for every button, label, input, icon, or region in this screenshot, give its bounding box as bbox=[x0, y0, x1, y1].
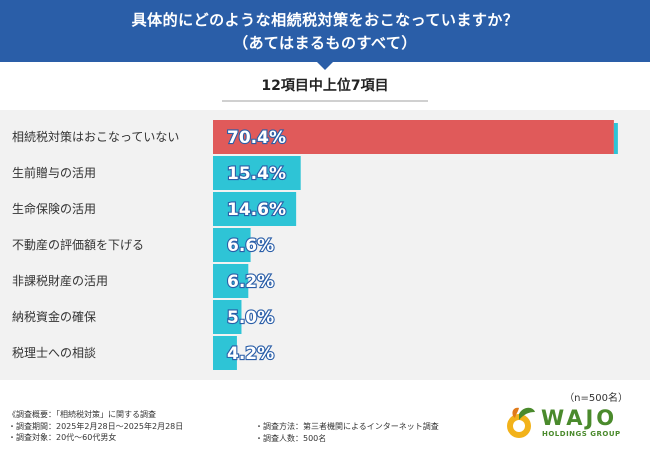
category-label: 相続税対策はおこなっていない bbox=[12, 130, 179, 144]
bar bbox=[213, 156, 301, 190]
survey-footer-left: 《調査概要：「相続税対策」に関する調査 ・調査期間：2025年2月28日～202… bbox=[8, 409, 183, 444]
value-label: 14.6% bbox=[227, 200, 286, 220]
category-label: 生命保険の活用 bbox=[12, 201, 96, 216]
subtitle-underline bbox=[222, 100, 428, 102]
bar bbox=[213, 336, 237, 370]
company-logo: WAJO HOLDINGS GROUP bbox=[505, 404, 635, 444]
survey-method: ・調査方法：第三者機関によるインターネット調査 bbox=[255, 422, 439, 431]
chart-background bbox=[0, 110, 650, 380]
banner-notch bbox=[316, 61, 334, 70]
category-label: 生前贈与の活用 bbox=[12, 165, 96, 180]
bar-edge-accent bbox=[613, 123, 618, 154]
value-label: 70.4% bbox=[227, 128, 286, 148]
title-line-1: 具体的にどのような相続税対策をおこなっていますか？ bbox=[131, 11, 519, 29]
category-label: 非課税財産の活用 bbox=[12, 273, 108, 288]
survey-target: ・調査対象：20代～60代男女 bbox=[8, 433, 117, 442]
bar bbox=[213, 228, 251, 262]
value-label: 6.2% bbox=[227, 272, 274, 292]
value-label: 5.0% bbox=[227, 308, 274, 328]
bar bbox=[213, 192, 297, 226]
bar bbox=[213, 120, 614, 154]
logo-wordmark: WAJO bbox=[541, 406, 618, 430]
value-label: 6.6% bbox=[227, 236, 274, 256]
category-label: 不動産の評価額を下げる bbox=[12, 237, 144, 252]
logo-group-text: HOLDINGS GROUP bbox=[542, 430, 621, 438]
value-label: 15.4% bbox=[227, 164, 286, 184]
survey-count: ・調査人数：500名 bbox=[255, 433, 327, 443]
survey-footer-right: ・調査方法：第三者機関によるインターネット調査 ・調査人数：500名 bbox=[255, 421, 439, 444]
logo-mark-icon bbox=[507, 407, 535, 438]
survey-overview: 《調査概要：「相続税対策」に関する調査 bbox=[8, 410, 156, 419]
bar-chart: 相続税対策はおこなっていない 70.4% 生前贈与の活用 15.4% 生命保険の活用 14… bbox=[12, 120, 618, 370]
title-line-2: （あてはまるものすべて） bbox=[233, 34, 417, 52]
sample-size-label: （n=500名） bbox=[564, 393, 628, 404]
bar bbox=[213, 300, 242, 334]
bar bbox=[213, 264, 249, 298]
category-label: 税理士への相談 bbox=[12, 345, 96, 360]
survey-period: ・調査期間：2025年2月28日～2025年2月28日 bbox=[8, 421, 184, 431]
title-banner: 具体的にどのような相続税対策をおこなっていますか？ （あてはまるものすべて） bbox=[0, 0, 650, 62]
category-label: 納税資金の確保 bbox=[12, 309, 96, 324]
chart-subtitle: 12項目中上位7項目 bbox=[261, 78, 389, 94]
value-label: 4.2% bbox=[227, 344, 274, 364]
